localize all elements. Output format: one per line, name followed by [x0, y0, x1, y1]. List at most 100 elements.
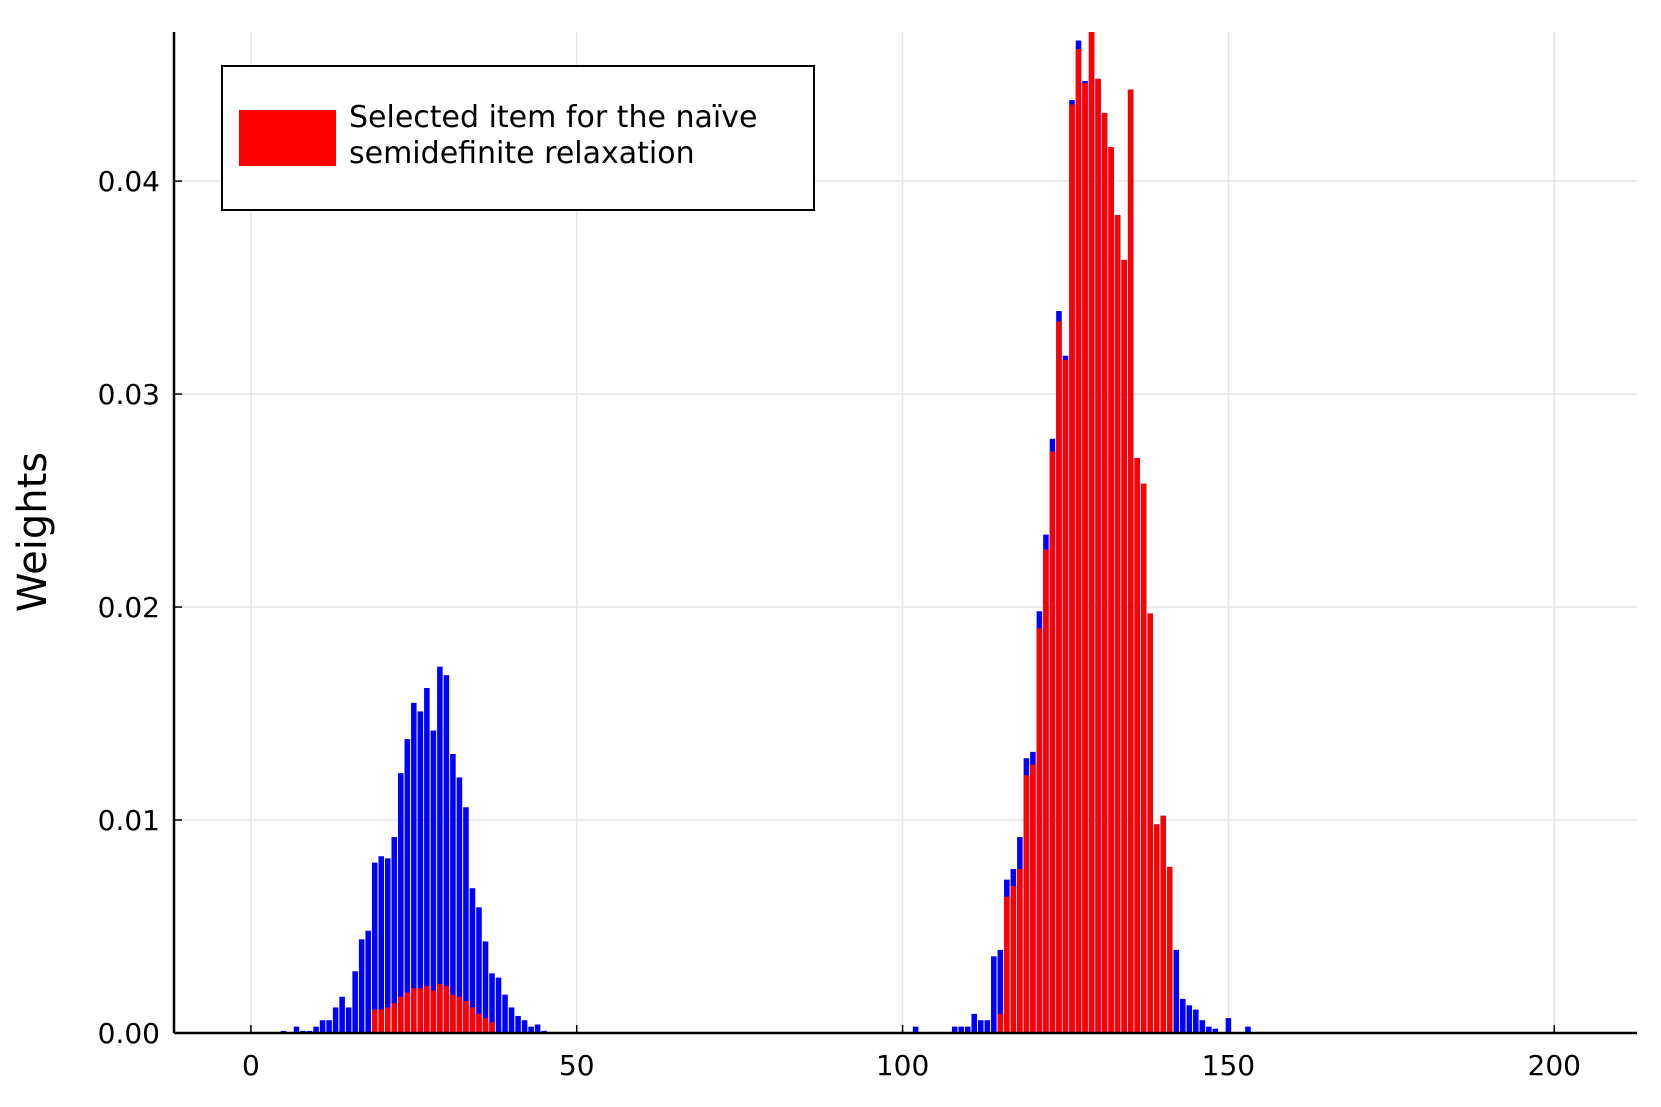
bar — [411, 702, 417, 1033]
bar — [1069, 104, 1075, 1033]
bar — [521, 1020, 528, 1033]
bar — [1160, 815, 1167, 1033]
bar — [1212, 1028, 1219, 1033]
bar — [1036, 628, 1043, 1033]
bar — [1108, 147, 1114, 1033]
bar — [345, 1007, 352, 1033]
bar — [1140, 483, 1147, 1033]
bar — [1147, 613, 1153, 1033]
bar — [456, 996, 463, 1033]
bar — [1206, 1026, 1212, 1033]
bar — [417, 988, 424, 1033]
bar — [1075, 49, 1082, 1033]
bar — [476, 907, 482, 1033]
bar — [437, 666, 443, 1033]
bar — [1062, 359, 1069, 1033]
y-tick-label: 0.01 — [98, 804, 160, 837]
legend-label: Selected item for the naïve semidefinite… — [349, 100, 758, 171]
bar — [508, 1007, 515, 1033]
bar — [977, 1020, 984, 1033]
bar — [997, 1013, 1004, 1033]
bar — [463, 807, 469, 1033]
bar — [404, 992, 411, 1033]
bar — [352, 971, 358, 1033]
bar — [1056, 321, 1062, 1033]
bar — [365, 930, 371, 1033]
bar — [391, 1003, 398, 1033]
bar — [463, 1001, 469, 1033]
x-tick-label: 0 — [242, 1049, 260, 1082]
bar — [991, 956, 997, 1033]
bar — [450, 994, 456, 1033]
bar — [1095, 78, 1101, 1033]
bar — [1101, 112, 1108, 1034]
bar — [450, 753, 456, 1033]
bar — [1030, 764, 1036, 1033]
bar — [391, 837, 398, 1033]
bar — [378, 856, 385, 1033]
bar — [971, 1013, 978, 1033]
bar — [469, 888, 476, 1033]
bar — [443, 675, 450, 1033]
bar — [997, 949, 1004, 1033]
bar — [398, 996, 404, 1033]
bar — [411, 988, 417, 1033]
bar — [964, 1026, 971, 1033]
bar — [984, 1020, 991, 1033]
bar — [476, 1013, 482, 1033]
bar — [951, 1026, 958, 1033]
bar — [371, 862, 378, 1033]
bar — [1134, 457, 1140, 1033]
bar — [912, 1026, 919, 1033]
bar — [1153, 824, 1160, 1033]
x-tick-label: 50 — [559, 1049, 595, 1082]
bar — [456, 777, 463, 1033]
bar — [489, 1022, 495, 1033]
bar — [424, 986, 430, 1033]
bar — [319, 1020, 326, 1033]
bar — [424, 687, 430, 1033]
x-tick-label: 100 — [876, 1049, 929, 1082]
bar — [515, 1015, 521, 1033]
x-tick-label: 150 — [1202, 1049, 1255, 1082]
bar — [958, 1026, 964, 1033]
bar — [1114, 215, 1121, 1034]
bar — [1004, 896, 1010, 1033]
bar — [534, 1024, 541, 1033]
y-tick-label: 0.02 — [98, 591, 160, 624]
bar — [528, 1026, 534, 1033]
bar — [469, 1007, 476, 1033]
bar — [1193, 1009, 1199, 1033]
bar — [1049, 451, 1056, 1033]
y-tick-label: 0.04 — [98, 165, 160, 198]
bar — [313, 1026, 319, 1033]
bar — [495, 977, 502, 1033]
bar — [378, 1009, 385, 1033]
bar — [430, 990, 437, 1033]
bar — [1127, 89, 1134, 1033]
x-tick-label: 200 — [1528, 1049, 1581, 1082]
bar — [1010, 886, 1017, 1033]
bar — [398, 773, 404, 1033]
bar — [443, 986, 450, 1033]
bar — [1166, 866, 1173, 1033]
legend-swatch — [239, 110, 336, 166]
bar — [293, 1026, 300, 1033]
bar — [1088, 32, 1095, 1033]
bar — [384, 858, 391, 1033]
bar — [1023, 775, 1030, 1033]
y-tick-label: 0.00 — [98, 1017, 160, 1050]
bar — [1225, 1018, 1232, 1033]
bar — [358, 939, 365, 1033]
y-axis-label: Weights — [10, 452, 56, 612]
y-tick-label: 0.03 — [98, 378, 160, 411]
bar — [371, 1009, 378, 1033]
bar — [339, 996, 345, 1033]
bar — [404, 739, 411, 1033]
bar — [1121, 259, 1127, 1034]
bar — [384, 1007, 391, 1033]
bar — [326, 1020, 332, 1033]
bar — [1173, 949, 1180, 1033]
